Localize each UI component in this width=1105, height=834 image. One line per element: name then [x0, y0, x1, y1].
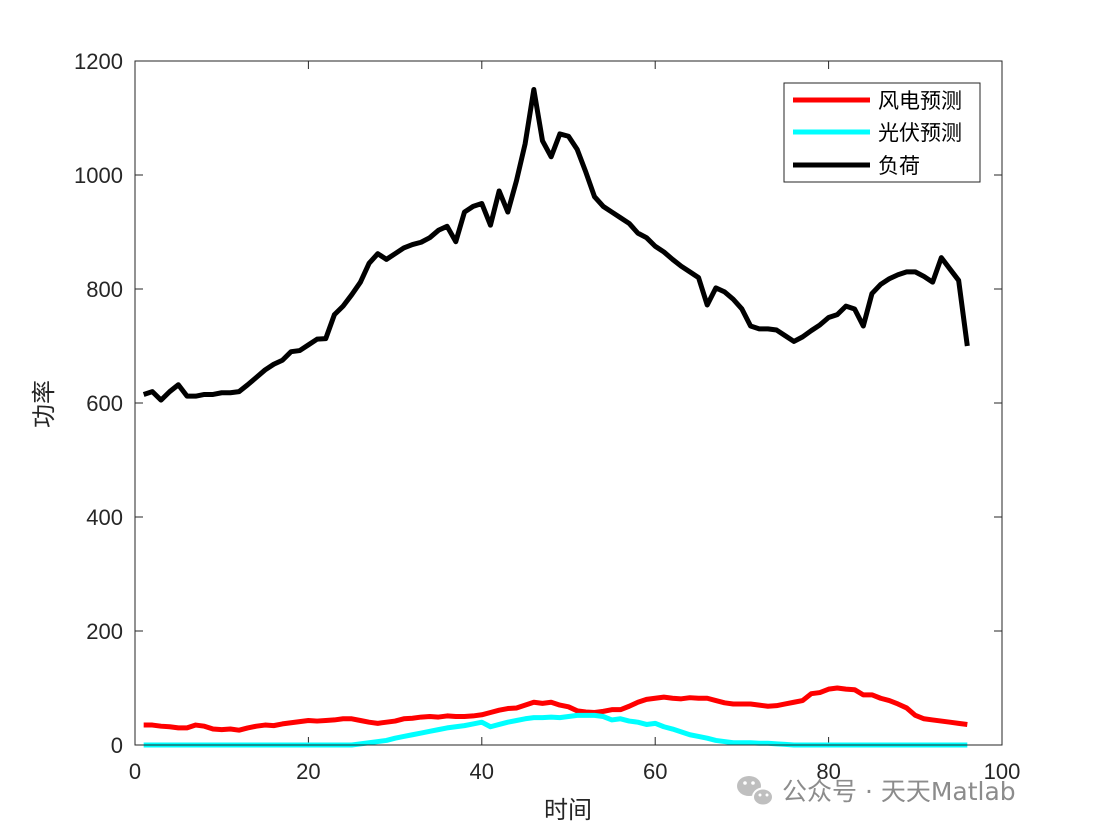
legend: 风电预测 光伏预测 负荷: [783, 82, 981, 183]
y-tick-label: 800: [86, 277, 123, 302]
x-tick-label: 0: [129, 759, 141, 784]
y-axis-title: 功率: [30, 380, 58, 428]
legend-label-solar: 光伏预测: [878, 121, 962, 145]
series-line-load: [142, 87, 970, 403]
y-tick-label: 1000: [74, 163, 123, 188]
legend-label-wind: 风电预测: [878, 89, 962, 113]
wechat-icon: [737, 776, 774, 807]
watermark-text: 公众号 · 天天Matlab: [782, 777, 1016, 806]
y-tick-label: 1200: [74, 49, 123, 74]
x-tick-label: 60: [643, 759, 667, 784]
plot-frame: [134, 60, 1003, 746]
legend-label-load: 负荷: [878, 154, 920, 178]
y-tick-label: 400: [86, 505, 123, 530]
watermark: 公众号 · 天天Matlab: [737, 776, 1016, 807]
x-tick-label: 100: [984, 759, 1021, 784]
y-tick-label: 0: [111, 733, 123, 758]
x-tick-label: 40: [470, 759, 494, 784]
x-tick-label: 80: [816, 759, 840, 784]
y-tick-label: 600: [86, 391, 123, 416]
series-line-wind: [143, 685, 968, 733]
x-axis-title: 时间: [544, 796, 592, 824]
x-tick-label: 20: [296, 759, 320, 784]
y-tick-label: 200: [86, 619, 123, 644]
x-axis: 0 20 40 60 80 100: [129, 61, 1020, 784]
y-axis: 0 200 400 600 800 1000 1200: [74, 49, 1002, 758]
